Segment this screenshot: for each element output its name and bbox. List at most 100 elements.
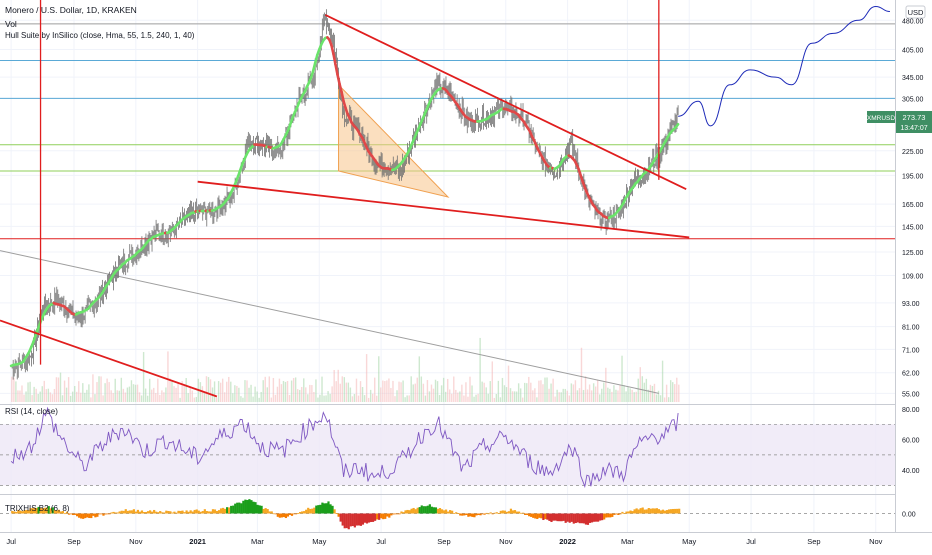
trix-bar xyxy=(106,514,108,515)
trix-bar xyxy=(447,512,449,514)
trix-bar xyxy=(500,511,502,514)
trix-bar xyxy=(244,500,246,514)
volume-bar xyxy=(321,377,322,402)
volume-bar xyxy=(44,381,45,402)
trix-bar xyxy=(542,514,544,521)
trix-bar xyxy=(615,514,617,515)
volume-bar xyxy=(11,377,12,402)
trix-bar xyxy=(163,512,165,513)
hull-legend[interactable]: Hull Suite by InSilico (close, Hma, 55, … xyxy=(5,31,195,40)
trix-bar xyxy=(224,509,226,514)
trix-bar xyxy=(666,510,668,513)
volume-bar xyxy=(652,386,653,402)
trix-bar xyxy=(536,514,538,519)
volume-bar xyxy=(42,386,43,402)
trix-bar xyxy=(378,514,380,520)
volume-bar xyxy=(281,384,282,402)
trix-bar xyxy=(113,512,115,514)
volume-bar xyxy=(352,396,353,402)
volume-bar xyxy=(74,386,75,402)
trix-bar xyxy=(360,514,362,526)
volume-bar xyxy=(260,392,261,402)
volume-bar xyxy=(366,354,367,402)
volume-bar xyxy=(230,382,231,402)
volume-bar xyxy=(141,395,142,402)
trix-bar xyxy=(329,504,331,513)
trix-bar xyxy=(516,512,518,514)
volume-bar xyxy=(54,389,55,402)
volume-bar xyxy=(437,381,438,402)
trix-bar xyxy=(629,510,631,513)
volume-bar xyxy=(500,397,501,402)
trix-bar xyxy=(587,514,589,525)
trix-bar xyxy=(563,514,565,521)
trix-bar xyxy=(110,512,112,513)
volume-bar xyxy=(82,383,83,402)
volume-bar xyxy=(348,383,349,402)
trix-bar xyxy=(506,512,508,514)
trix-bar xyxy=(309,509,311,514)
trix-bar xyxy=(169,511,171,513)
volume-bar xyxy=(346,383,347,402)
trix-bar xyxy=(352,514,354,527)
trix-bar xyxy=(242,501,244,514)
trix-bar xyxy=(638,509,640,513)
symbol-title[interactable]: Monero / U.S. Dollar, 1D, KRAKEN xyxy=(5,5,137,15)
volume-bar xyxy=(19,391,20,402)
volume-bar xyxy=(333,370,334,402)
trix-bar xyxy=(473,514,475,518)
trix-bar xyxy=(331,506,333,514)
trix-bar xyxy=(644,510,646,514)
volume-bar xyxy=(171,381,172,402)
trix-bar xyxy=(135,512,137,514)
rsi-legend[interactable]: RSI (14, close) xyxy=(5,407,58,416)
trix-bar xyxy=(623,513,625,514)
trix-bar xyxy=(208,511,210,513)
volume-bar xyxy=(567,391,568,402)
volume-bar xyxy=(238,388,239,402)
trix-bar xyxy=(338,514,340,517)
volume-bar xyxy=(21,385,22,402)
volume-bar xyxy=(571,383,572,402)
price-tick-label: 125.00 xyxy=(902,250,924,257)
price-tick-label: 225.00 xyxy=(902,149,924,156)
time-tick-label: May xyxy=(682,537,696,546)
volume-bar xyxy=(376,396,377,402)
trix-bar xyxy=(654,508,656,513)
trix-bar xyxy=(165,511,167,514)
price-tick-label: 165.00 xyxy=(902,202,924,209)
price-tick-label: 145.00 xyxy=(902,224,924,231)
trix-bar xyxy=(305,510,307,514)
volume-bar xyxy=(279,379,280,402)
volume-bar xyxy=(224,392,225,402)
price-tick-label: 405.00 xyxy=(902,48,924,55)
volume-legend[interactable]: Vol xyxy=(5,19,17,29)
volume-bar xyxy=(127,388,128,402)
volume-bar xyxy=(619,385,620,402)
volume-bar xyxy=(301,387,302,402)
trix-bar xyxy=(171,513,173,514)
trix-bar xyxy=(190,510,192,513)
volume-bar xyxy=(419,356,420,402)
volume-bar xyxy=(27,382,28,402)
trix-bar xyxy=(402,512,404,513)
trix-bar xyxy=(648,508,650,513)
trix-bar xyxy=(161,512,163,513)
volume-bar xyxy=(621,356,622,402)
volume-bar xyxy=(31,395,32,402)
trix-bar xyxy=(232,506,234,514)
trix-bar xyxy=(311,509,313,514)
volume-bar xyxy=(167,351,168,402)
trix-bar xyxy=(212,509,214,513)
currency-badge[interactable]: USD xyxy=(906,6,925,18)
volume-bar xyxy=(159,395,160,402)
trix-bar xyxy=(471,514,473,517)
volume-bar xyxy=(471,385,472,402)
volume-bar xyxy=(315,379,316,402)
trix-bar xyxy=(625,512,627,514)
trix-legend[interactable]: TRIXHIS B2 (6, 8) xyxy=(5,504,70,513)
volume-bar xyxy=(668,397,669,402)
volume-bar xyxy=(636,392,637,402)
